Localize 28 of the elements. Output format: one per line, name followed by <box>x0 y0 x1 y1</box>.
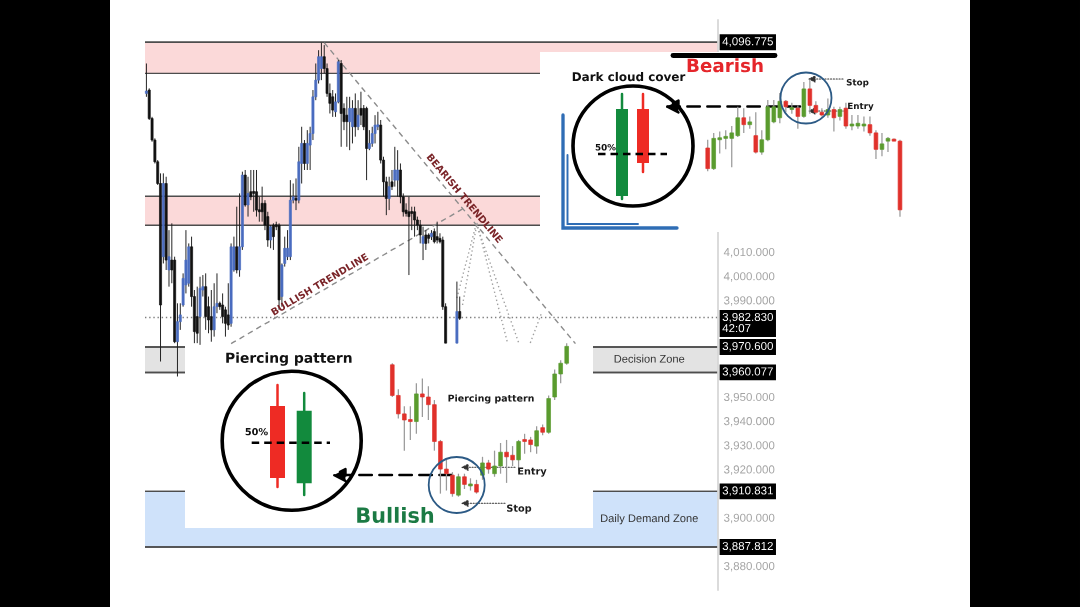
y-tick-label: 3,900.000 <box>724 513 775 524</box>
y-tick-label: 3,940.000 <box>724 417 775 427</box>
annotation: 50% <box>595 143 616 151</box>
annotation: Bullish <box>357 506 434 524</box>
annotation: Piercing pattern <box>226 352 352 366</box>
y-tick-label: 3,930.000 <box>724 441 775 451</box>
y-tick-label: 3,920.000 <box>724 465 775 475</box>
band-label: Decision Zone <box>614 354 685 363</box>
annotation: Dark cloud cover <box>572 71 686 82</box>
annotation: Stop <box>846 78 869 88</box>
ref-line-label: 3,982.830 42:07 <box>722 312 773 333</box>
y-tick-label: 4,000.000 <box>723 272 775 282</box>
band-label: Daily Demand Zone <box>601 514 698 525</box>
annotation: Entry <box>518 467 547 477</box>
ref-line-label: 4,096.775 <box>722 37 773 47</box>
y-tick-label: 3,990.000 <box>724 296 775 306</box>
y-tick-label: 3,880.000 <box>724 561 775 572</box>
ref-line-label: 3,910.831 <box>722 486 773 496</box>
annotation: Piercing pattern <box>448 394 534 404</box>
annotation: Entry <box>848 102 874 111</box>
ref-line-label: 3,970.600 <box>722 341 773 352</box>
y-tick-label: 4,010.000 <box>723 247 775 258</box>
annotation: Stop <box>507 504 532 514</box>
annotation: 50% <box>245 427 268 436</box>
annotation: Bearish <box>687 58 763 73</box>
y-tick-label: 3,950.000 <box>724 392 775 403</box>
ref-line-label: 3,960.077 <box>722 367 773 377</box>
ref-line-label: 3,887.812 <box>722 541 773 552</box>
